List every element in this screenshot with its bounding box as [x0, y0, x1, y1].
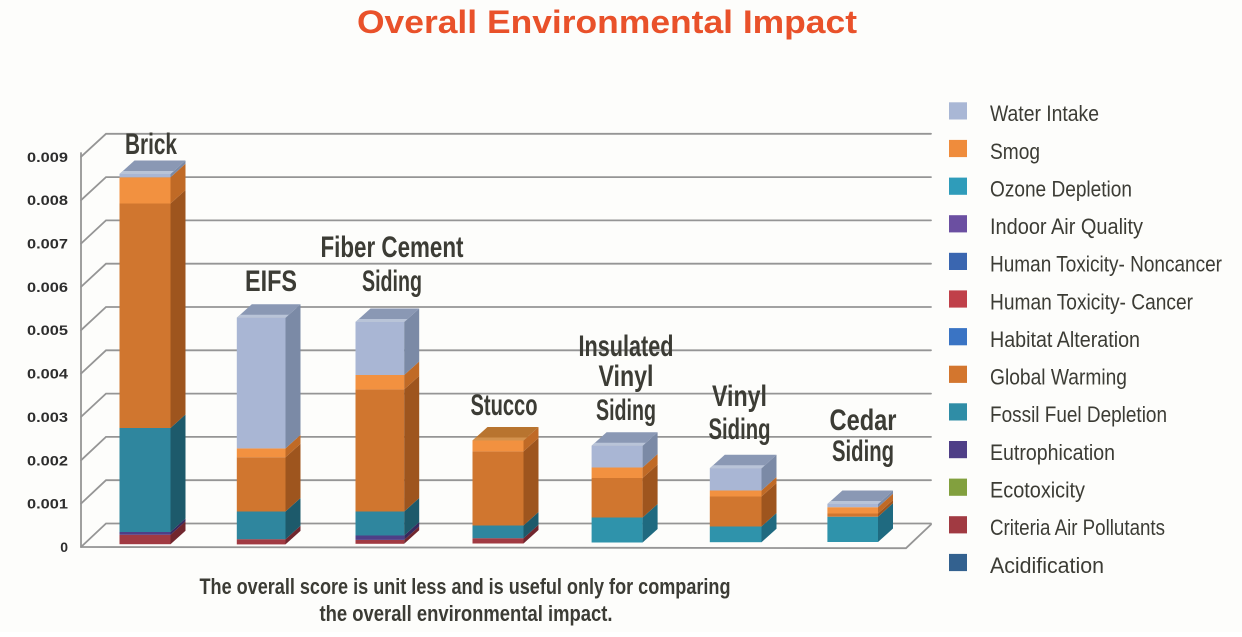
svg-text:Insulated: Insulated: [579, 330, 674, 363]
svg-text:Acidification: Acidification: [990, 553, 1104, 578]
svg-text:Human Toxicity- Noncancer: Human Toxicity- Noncancer: [990, 252, 1222, 277]
svg-text:Cedar: Cedar: [830, 404, 897, 437]
svg-text:0.009: 0.009: [27, 149, 68, 165]
svg-text:0.006: 0.006: [27, 279, 68, 295]
svg-text:Ecotoxicity: Ecotoxicity: [990, 478, 1085, 503]
svg-text:0.003: 0.003: [27, 409, 68, 425]
svg-text:0.007: 0.007: [27, 236, 68, 252]
svg-text:Habitat Alteration: Habitat Alteration: [990, 327, 1140, 352]
svg-text:Global Warming: Global Warming: [990, 365, 1127, 390]
svg-text:Criteria Air Pollutants: Criteria Air Pollutants: [990, 515, 1165, 540]
svg-text:0.001: 0.001: [27, 496, 68, 512]
svg-text:Water Intake: Water Intake: [990, 101, 1099, 126]
svg-text:Siding: Siding: [709, 413, 771, 446]
svg-text:0: 0: [60, 539, 68, 555]
svg-text:0.008: 0.008: [27, 192, 68, 208]
svg-text:the overall environmental impa: the overall environmental impact.: [320, 601, 613, 626]
svg-text:Indoor Air Quality: Indoor Air Quality: [990, 214, 1143, 239]
svg-text:Brick: Brick: [125, 128, 177, 161]
svg-text:Vinyl: Vinyl: [712, 380, 767, 413]
svg-text:Vinyl: Vinyl: [599, 360, 654, 393]
svg-text:Human Toxicity- Cancer: Human Toxicity- Cancer: [990, 289, 1193, 314]
svg-text:Overall Environmental Impact: Overall Environmental Impact: [357, 4, 857, 40]
svg-text:EIFS: EIFS: [245, 265, 297, 298]
svg-text:0.002: 0.002: [27, 452, 68, 468]
svg-text:0.005: 0.005: [27, 322, 68, 338]
svg-text:Siding: Siding: [362, 265, 422, 298]
svg-text:Ozone Depletion: Ozone Depletion: [990, 177, 1132, 202]
svg-text:0.004: 0.004: [27, 366, 68, 382]
svg-text:The overall score is unit less: The overall score is unit less and is us…: [200, 574, 731, 599]
svg-text:Eutrophication: Eutrophication: [990, 440, 1115, 465]
svg-text:Siding: Siding: [832, 435, 894, 468]
svg-text:Stucco: Stucco: [471, 389, 538, 422]
svg-text:Siding: Siding: [596, 394, 656, 427]
svg-text:Smog: Smog: [990, 139, 1040, 164]
svg-text:Fiber Cement: Fiber Cement: [321, 231, 464, 264]
svg-text:Fossil Fuel Depletion: Fossil Fuel Depletion: [990, 402, 1167, 427]
